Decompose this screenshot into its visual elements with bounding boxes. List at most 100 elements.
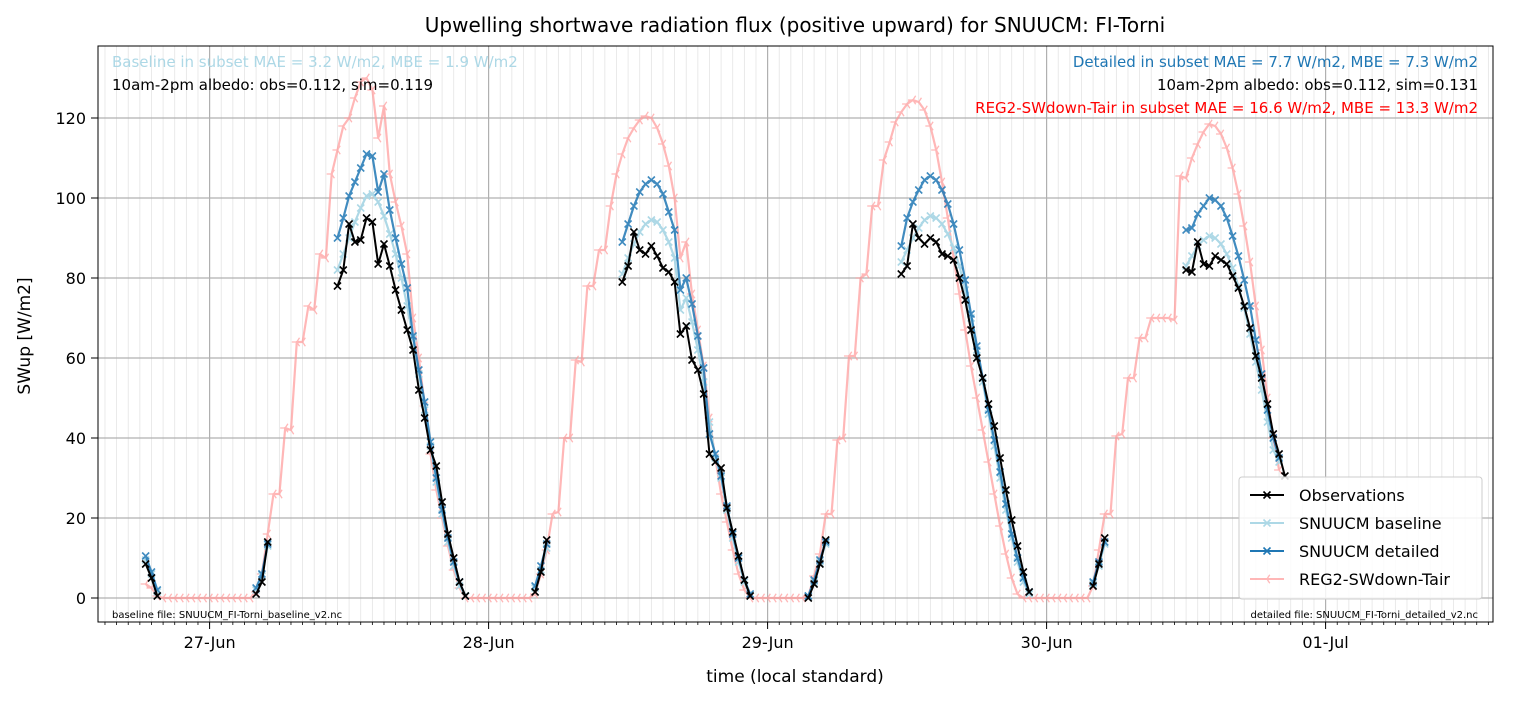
data-point: [362, 191, 371, 201]
data-point: [252, 589, 261, 599]
data-point: [711, 457, 720, 467]
data-point: [420, 413, 429, 423]
data-point: [362, 149, 371, 159]
data-point: [820, 509, 830, 519]
data-point: [1205, 193, 1214, 203]
data-point: [926, 233, 935, 243]
data-point: [374, 259, 383, 269]
data-point: [617, 149, 626, 159]
data-point: [826, 509, 835, 519]
data-point: [501, 593, 510, 603]
data-point: [1187, 267, 1196, 277]
data-point: [653, 251, 662, 261]
data-point: [972, 353, 981, 363]
data-point: [989, 489, 998, 499]
data-point: [198, 593, 208, 603]
data-point: [791, 593, 800, 603]
data-point: [588, 281, 597, 291]
data-point: [664, 207, 673, 217]
data-point: [995, 521, 1004, 531]
data-point: [932, 175, 941, 185]
data-point: [641, 219, 650, 229]
data-point: [717, 463, 726, 473]
data-point: [356, 203, 365, 213]
data-point: [960, 325, 969, 335]
data-point: [379, 169, 389, 179]
data-point: [1035, 593, 1045, 603]
data-point: [291, 337, 301, 347]
data-point: [309, 305, 318, 315]
data-point: [153, 591, 162, 601]
data-point: [216, 593, 225, 603]
data-point: [344, 113, 353, 123]
data-point: [961, 275, 970, 285]
data-point: [385, 261, 394, 271]
data-point: [983, 457, 992, 467]
data-point: [1239, 221, 1248, 231]
data-point: [693, 365, 702, 375]
data-point: [943, 251, 952, 261]
annotation-baseline-albedo: 10am-2pm albedo: obs=0.112, sim=0.119: [112, 76, 433, 94]
data-point: [1029, 593, 1039, 603]
legend-entry: [1250, 490, 1284, 500]
data-point: [542, 535, 551, 545]
data-point: [1205, 231, 1214, 241]
chart-title: Upwelling shortwave radiation flux (posi…: [425, 13, 1165, 37]
data-point: [426, 445, 435, 455]
data-point: [385, 229, 394, 239]
data-point: [657, 139, 667, 149]
data-point: [1134, 333, 1143, 343]
data-point: [687, 299, 697, 309]
series-line: [1185, 241, 1286, 477]
y-tick-label: 120: [55, 109, 86, 128]
data-point: [361, 73, 370, 83]
annotation-reg2-stats: REG2-SWdown-Tair in subset MAE = 16.6 W/…: [975, 99, 1478, 117]
data-point: [245, 593, 254, 603]
data-point: [658, 225, 668, 235]
data-point: [582, 281, 591, 291]
data-point: [403, 283, 412, 293]
data-point: [285, 425, 295, 435]
data-point: [350, 217, 359, 227]
data-point: [669, 193, 678, 203]
data-point: [553, 507, 562, 517]
data-point: [169, 593, 179, 603]
y-tick-label: 80: [66, 269, 86, 288]
data-point: [192, 593, 202, 603]
data-point: [635, 245, 644, 255]
x-tick-label: 30-Jun: [1021, 633, 1073, 652]
data-point: [932, 237, 941, 247]
data-point: [623, 133, 632, 143]
data-point: [274, 489, 283, 499]
data-point: [1193, 209, 1202, 219]
data-point: [605, 201, 614, 211]
data-point: [821, 535, 830, 545]
data-point: [390, 197, 399, 207]
data-point: [913, 97, 923, 107]
data-point: [693, 331, 702, 341]
data-point: [878, 155, 888, 165]
data-point: [512, 593, 521, 603]
data-point: [1181, 173, 1190, 183]
data-point: [204, 593, 213, 603]
data-point: [1228, 231, 1237, 241]
data-point: [903, 261, 912, 271]
data-point: [368, 151, 377, 161]
data-point: [1122, 373, 1132, 383]
data-point: [943, 199, 952, 209]
data-point: [1210, 121, 1219, 131]
axes: 27-Jun 28-Jun 29-Jun 30-Jun 01-Jul 0 20 40 60 80 1…: [55, 109, 1489, 652]
data-point: [652, 123, 661, 133]
data-point: [1263, 399, 1272, 409]
data-point: [682, 321, 691, 331]
annotation-baseline-stats: Baseline in subset MAE = 3.2 W/m2, MBE =…: [112, 53, 518, 71]
data-point: [1117, 429, 1126, 439]
data-point: [536, 567, 545, 577]
data-point: [1006, 573, 1016, 583]
data-point: [222, 593, 231, 603]
data-point: [1047, 593, 1056, 603]
data-point: [1198, 127, 1207, 137]
legend-entry: [1250, 546, 1284, 556]
data-point: [1187, 223, 1196, 233]
data-point: [756, 593, 766, 603]
